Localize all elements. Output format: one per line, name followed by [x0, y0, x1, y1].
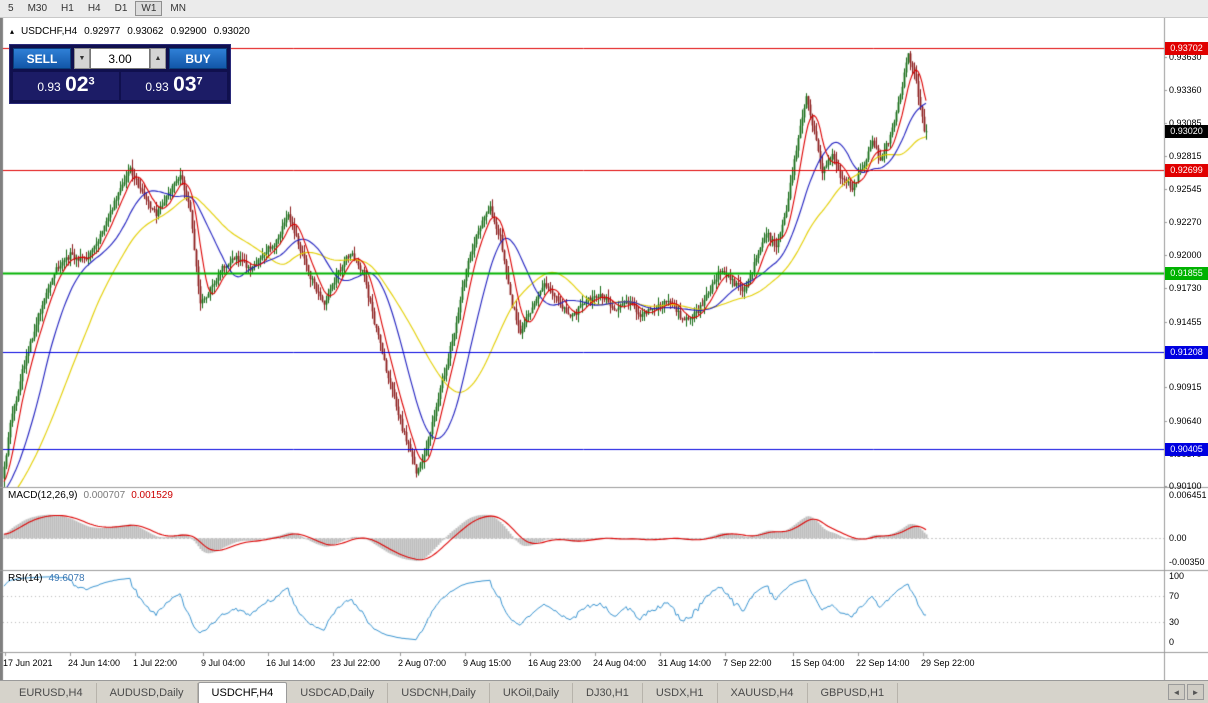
- sell-price-prefix: 0.93: [37, 80, 61, 94]
- time-axis-label: 1 Jul 22:00: [133, 658, 178, 668]
- time-axis-label: 15 Sep 04:00: [791, 658, 845, 668]
- buy-price-prefix: 0.93: [145, 80, 169, 94]
- time-axis-label: 7 Sep 22:00: [723, 658, 772, 668]
- time-axis-label: 24 Jun 14:00: [68, 658, 121, 668]
- rsi-axis-tick: 0: [1169, 637, 1175, 647]
- timeframe-button-w1[interactable]: W1: [135, 1, 163, 16]
- chart-tab-dj30-h1[interactable]: DJ30,H1: [573, 683, 643, 703]
- time-axis-label: 29 Sep 22:00: [921, 658, 975, 668]
- macd-axis-tick: 0.006451: [1169, 490, 1207, 500]
- macd-axis-tick: -0.00350: [1169, 557, 1205, 567]
- chart-symbol-label: USDCHF,H4: [21, 26, 78, 37]
- buy-price-display: 0.93 037: [121, 72, 227, 100]
- price-axis-tick: 0.90915: [1169, 382, 1202, 393]
- chart-tab-usdcnh-daily[interactable]: USDCNH,Daily: [388, 683, 490, 703]
- chart-window: ▴ USDCHF,H4 0.92977 0.93062 0.92900 0.93…: [0, 18, 1208, 680]
- chart-tab-gbpusd-h1[interactable]: GBPUSD,H1: [808, 683, 899, 703]
- timeframe-button-h1[interactable]: H1: [55, 1, 80, 16]
- price-axis-tick: 0.92545: [1169, 184, 1202, 195]
- chart-tab-eurusd-h4[interactable]: EURUSD,H4: [6, 683, 97, 703]
- tabs-scroll-right-button[interactable]: ►: [1187, 684, 1204, 700]
- time-axis-label: 16 Aug 23:00: [528, 658, 582, 668]
- chart-tab-audusd-daily[interactable]: AUDUSD,Daily: [97, 683, 198, 703]
- chart-tabs: EURUSD,H4 AUDUSD,Daily USDCHF,H4 USDCAD,Dai…: [6, 681, 1164, 703]
- macd-name: MACD(12,26,9): [8, 490, 78, 501]
- price-level-badge: 0.90405: [1165, 443, 1208, 457]
- time-axis-label: 2 Aug 07:00: [398, 658, 447, 668]
- rsi-indicator-label: RSI(14) 49.6078: [8, 573, 85, 584]
- volume-control: ▼ ▲: [74, 48, 166, 69]
- sell-button[interactable]: SELL: [13, 48, 71, 69]
- macd-signal-value: 0.001529: [131, 490, 173, 501]
- chart-tab-usdchf-h4[interactable]: USDCHF,H4: [197, 682, 288, 703]
- sell-price-pips: 02: [65, 73, 89, 96]
- tabs-scroll-left-button[interactable]: ◄: [1168, 684, 1185, 700]
- ohlc-close-value: 0.93020: [213, 26, 250, 37]
- chart-ohlc-header: ▴ USDCHF,H4 0.92977 0.93062 0.92900 0.93…: [10, 26, 250, 37]
- buy-price-pips: 03: [173, 73, 197, 96]
- ohlc-high-value: 0.93062: [127, 26, 164, 37]
- price-axis-tick: 0.91455: [1169, 316, 1202, 327]
- buy-button[interactable]: BUY: [169, 48, 227, 69]
- timeframe-toolbar: 5 M30 H1 H4 D1 W1 MN: [0, 0, 1208, 18]
- ohlc-open-value: 0.92977: [84, 26, 121, 37]
- chart-tab-xauusd-h4[interactable]: XAUUSD,H4: [718, 683, 808, 703]
- price-level-badge: 0.91855: [1165, 266, 1208, 280]
- price-level-badge: 0.93702: [1165, 42, 1208, 56]
- macd-indicator-label: MACD(12,26,9) 0.000707 0.001529: [8, 490, 173, 501]
- sell-price-point: 3: [88, 75, 95, 88]
- macd-main-value: 0.000707: [83, 490, 126, 501]
- volume-increase-button[interactable]: ▲: [150, 48, 166, 69]
- time-axis-label: 9 Aug 15:00: [463, 658, 512, 668]
- macd-axis-tick: 0.00: [1169, 533, 1187, 544]
- rsi-axis-tick: 70: [1169, 590, 1180, 601]
- sell-price-display: 0.93 023: [13, 72, 119, 100]
- price-axis-tick: 0.92815: [1169, 151, 1202, 162]
- price-chart-canvas[interactable]: [0, 18, 1208, 680]
- time-axis-label: 16 Jul 14:00: [266, 658, 316, 668]
- timeframe-button-5[interactable]: 5: [2, 1, 20, 16]
- price-axis-tick: 0.92270: [1169, 217, 1202, 228]
- price-level-badge: 0.91208: [1165, 345, 1208, 359]
- chart-marker-icon: ▴: [10, 27, 15, 36]
- chart-tab-usdcad-daily[interactable]: USDCAD,Daily: [287, 683, 389, 703]
- one-click-trading-panel: SELL ▼ ▲ BUY 0.93 023 0.93 037: [9, 44, 231, 104]
- price-axis-tick: 0.93360: [1169, 84, 1202, 95]
- timeframe-button-d1[interactable]: D1: [109, 1, 134, 16]
- time-axis-label: 24 Aug 04:00: [593, 658, 647, 668]
- chart-tab-ukoil-daily[interactable]: UKOil,Daily: [490, 683, 574, 703]
- time-axis-label: 17 Jun 2021: [3, 658, 53, 668]
- ohlc-low-value: 0.92900: [170, 26, 207, 37]
- price-axis-tick: 0.92000: [1169, 250, 1202, 261]
- tab-scroll-controls: ◄ ►: [1164, 684, 1208, 703]
- timeframe-button-h4[interactable]: H4: [82, 1, 107, 16]
- volume-decrease-button[interactable]: ▼: [74, 48, 90, 69]
- time-axis-label: 9 Jul 04:00: [201, 658, 246, 668]
- price-axis-tick: 0.93630: [1169, 52, 1202, 63]
- rsi-name: RSI(14): [8, 573, 43, 584]
- buy-price-point: 7: [196, 75, 203, 88]
- rsi-axis-tick: 30: [1169, 617, 1180, 628]
- time-axis-label: 23 Jul 22:00: [331, 658, 381, 668]
- volume-input[interactable]: [90, 48, 150, 69]
- price-axis-tick: 0.93085: [1169, 118, 1202, 129]
- rsi-value: 49.6078: [48, 573, 85, 584]
- timeframe-button-mn[interactable]: MN: [164, 1, 192, 16]
- time-axis-label: 31 Aug 14:00: [658, 658, 712, 668]
- price-axis-tick: 0.90640: [1169, 415, 1202, 426]
- price-axis-tick: 0.90100: [1169, 481, 1202, 492]
- chart-tab-bar: EURUSD,H4 AUDUSD,Daily USDCHF,H4 USDCAD,Dai…: [0, 680, 1208, 703]
- chart-tab-usdx-h1[interactable]: USDX,H1: [643, 683, 718, 703]
- current-price-badge: 0.93020: [1165, 125, 1208, 139]
- time-axis-label: 22 Sep 14:00: [856, 658, 910, 668]
- price-level-badge: 0.92699: [1165, 164, 1208, 178]
- rsi-axis-tick: 100: [1169, 571, 1185, 581]
- timeframe-button-m30[interactable]: M30: [22, 1, 53, 16]
- price-axis-tick: 0.91730: [1169, 283, 1202, 294]
